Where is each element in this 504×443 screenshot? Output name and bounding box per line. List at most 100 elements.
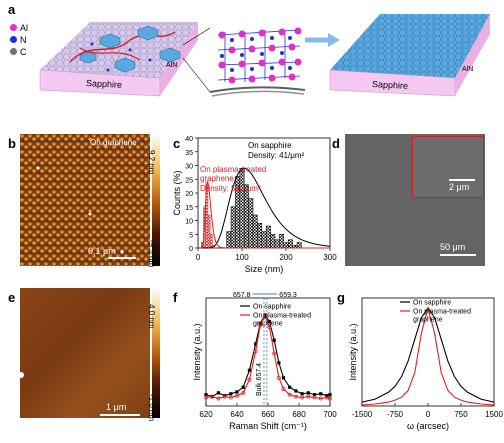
afm-b-inset-label: On graphene <box>90 138 137 147</box>
marker-f-0 <box>300 392 304 396</box>
bar-sapphire <box>239 168 245 249</box>
x-tick-label-g: -1500 <box>352 410 373 419</box>
marker-f-1 <box>312 395 317 400</box>
x-tick-label-f: 700 <box>323 410 337 419</box>
bar-sapphire <box>257 223 263 249</box>
x-tick-label-c: 100 <box>235 253 249 262</box>
legend-g-s1: On sapphire <box>413 300 451 307</box>
marker-f-0 <box>247 368 251 372</box>
left-substrate <box>39 22 198 97</box>
legend-f-s1: On sapphire <box>253 304 291 311</box>
bar-sapphire <box>243 184 249 249</box>
aln-label-right: AlN <box>462 66 474 73</box>
y-tick-label-c: 15 <box>185 205 193 212</box>
legend-al: Al <box>10 22 28 34</box>
x-axis-label-c: Size (nm) <box>245 264 284 274</box>
legend-c-red-2: graphene <box>200 174 234 183</box>
legend-c-sapphire-density: Density: 41/μm² <box>248 151 305 160</box>
marker-f-1 <box>300 395 305 400</box>
series-line-f-1 <box>205 314 331 400</box>
legend-g-s2a: On plasma-treated <box>413 309 471 316</box>
legend-c-red-density: Density: 532/μm² <box>200 184 261 193</box>
marker-f-1 <box>262 313 267 318</box>
bar-sapphire <box>265 225 271 249</box>
afm-b-colorbar <box>152 134 160 266</box>
legend-c: C <box>10 46 28 58</box>
marker-f-0 <box>223 394 227 398</box>
panel-label-d: d <box>332 136 340 151</box>
marker-f-0 <box>288 385 292 389</box>
marker-f-1 <box>258 323 263 328</box>
marker-f-1 <box>210 394 215 399</box>
bar-graphene <box>209 234 213 249</box>
peak-label-2-f: 659.3 <box>279 292 297 299</box>
marker-f-1 <box>204 395 208 400</box>
afm-b-scale-bar: 0.1 μm <box>88 246 116 256</box>
peak-label-1-f: 657.8 <box>233 292 251 299</box>
marker-f-0 <box>254 342 258 346</box>
sem-d-scalebar <box>440 254 476 256</box>
fit-curve-graphene <box>198 180 330 249</box>
marker-f-0 <box>281 376 286 380</box>
sem-d-inset-scalebar <box>449 179 475 181</box>
marker-f-0 <box>319 392 323 396</box>
marker-f-1 <box>281 387 286 392</box>
bar-sapphire <box>230 206 236 249</box>
legend-c-sapphire: On sapphire <box>248 141 292 150</box>
marker-f-1 <box>287 392 292 397</box>
marker-f-0 <box>229 392 233 396</box>
y-tick-label-c: 10 <box>185 219 193 226</box>
x-tick-label-f: 680 <box>292 410 306 419</box>
marker-f-1 <box>222 394 227 399</box>
x-tick-label-g: 1500 <box>485 410 503 419</box>
x-tick-label-f: 640 <box>230 410 244 419</box>
panel-label-b: b <box>8 136 16 151</box>
afm-image-e <box>20 288 150 418</box>
bar-sapphire <box>226 231 232 249</box>
x-tick-label-f: 620 <box>199 410 213 419</box>
right-substrate <box>329 14 490 97</box>
marker-f-0 <box>328 393 332 397</box>
panel-label-g: g <box>337 290 345 305</box>
xrd-chart-g: -1500 -750 0 750 1500 ω (arcsec) Intensity (a.… <box>348 297 503 431</box>
y-tick-label-c: 35 <box>185 150 193 157</box>
x-axis-label-g: ω (arcsec) <box>407 421 449 431</box>
marker-f-0 <box>306 391 310 395</box>
sem-d-inset-scale-label: 2 μm <box>449 182 470 192</box>
sem-d-inset <box>412 136 484 198</box>
legend-f-s2a: On plasma-treated <box>253 313 311 320</box>
raman-chart-f: 620 640 660 680 700 Raman Shift (cm⁻¹) Intensi… <box>192 292 337 431</box>
marker-f-0 <box>216 391 220 395</box>
y-tick-label-c: 30 <box>185 164 193 171</box>
bar-sapphire <box>248 198 254 249</box>
y-tick-label-c: 5 <box>189 232 193 239</box>
aln-label-left: AlN <box>166 62 178 69</box>
marker-f-1 <box>267 325 272 330</box>
panel-label-c: c <box>173 136 181 151</box>
marker-f-0 <box>204 393 208 397</box>
bar-sapphire <box>279 234 285 249</box>
bar-sapphire <box>274 239 280 249</box>
y-tick-label-c: 25 <box>185 177 193 184</box>
bar-sapphire <box>296 242 302 249</box>
marker-f-1 <box>293 394 298 399</box>
marker-f-1 <box>272 351 277 356</box>
marker-f-1 <box>328 396 332 401</box>
marker-f-1 <box>276 375 281 380</box>
x-tick-label-g: -750 <box>387 410 404 419</box>
panel-a-schematic <box>39 14 490 97</box>
legend-n: N <box>10 34 28 46</box>
y-tick-label-c: 20 <box>185 191 193 198</box>
marker-f-1 <box>247 377 252 382</box>
x-axis-label-f: Raman Shift (cm⁻¹) <box>229 421 307 431</box>
afm-e-scalebar <box>100 414 140 416</box>
x-tick-label-f: 660 <box>261 410 275 419</box>
marker-f-0 <box>312 393 317 397</box>
y-tick-label-c: 0 <box>189 246 193 253</box>
marker-f-0 <box>272 338 276 342</box>
marker-f-0 <box>235 390 239 394</box>
panel-label-e: e <box>8 290 16 305</box>
bulk-label-f: Bulk 657.4 <box>256 363 263 396</box>
panel-a-legend: Al N C <box>10 22 28 58</box>
legend-g-s2b: graphene <box>413 317 443 324</box>
